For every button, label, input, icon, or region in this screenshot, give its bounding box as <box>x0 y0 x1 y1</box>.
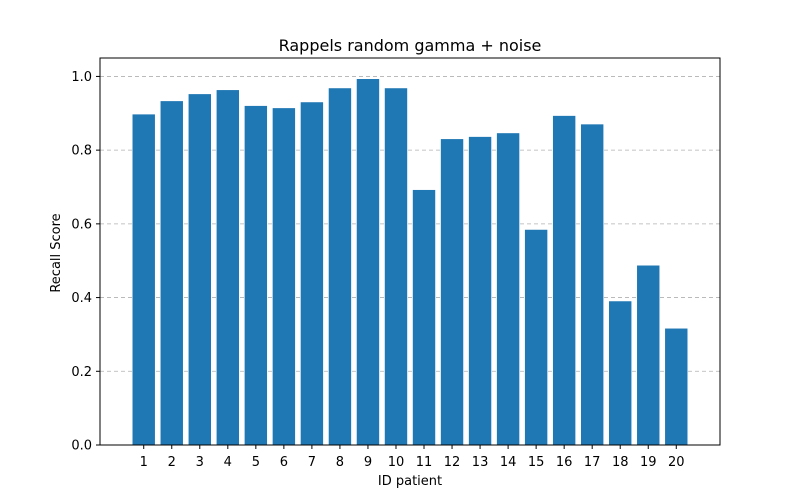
y-tick-label: 0.4 <box>71 291 92 306</box>
bar-patient-4 <box>216 90 240 446</box>
x-tick-label: 19 <box>640 455 657 470</box>
x-tick-label: 6 <box>280 455 288 470</box>
bar-patient-19 <box>637 265 660 445</box>
y-tick-label: 1.0 <box>71 70 92 85</box>
bar-patient-7 <box>300 102 324 445</box>
x-tick-label: 18 <box>612 455 629 470</box>
bar-patient-5 <box>244 105 268 446</box>
bar-patient-1 <box>132 114 155 446</box>
bar-patient-9 <box>356 79 380 445</box>
y-tick-label: 0.6 <box>71 217 92 232</box>
bar-patient-11 <box>412 189 436 445</box>
y-tick-label: 0.8 <box>71 144 92 159</box>
x-tick-label: 17 <box>584 455 601 470</box>
bar-patient-15 <box>524 229 548 445</box>
x-tick-label: 7 <box>308 455 316 470</box>
plot-frame <box>99 57 721 446</box>
x-tick-label: 5 <box>252 455 260 470</box>
x-tick-label: 12 <box>444 455 461 470</box>
bar-patient-14 <box>496 133 520 445</box>
bar-patient-20 <box>665 328 688 445</box>
bar-patient-2 <box>160 101 183 445</box>
bar-patient-6 <box>272 108 296 445</box>
x-tick-label: 15 <box>528 455 545 470</box>
x-tick-label: 1 <box>140 455 148 470</box>
x-tick-label: 8 <box>336 455 344 470</box>
x-tick-label: 9 <box>364 455 372 470</box>
x-tick-label: 13 <box>472 455 489 470</box>
x-tick-label: 11 <box>416 455 433 470</box>
bar-patient-10 <box>384 88 408 446</box>
y-axis: 0.0 0.2 0.4 0.6 0.8 1.0 <box>71 70 100 454</box>
bar-patient-18 <box>609 301 632 445</box>
y-gridlines <box>100 76 720 372</box>
bar-patient-17 <box>580 124 604 445</box>
x-tick-label: 10 <box>388 455 405 470</box>
bar-patient-16 <box>552 115 576 445</box>
bar-patient-12 <box>440 139 464 446</box>
x-tick-label: 2 <box>168 455 176 470</box>
bars <box>132 79 688 446</box>
chart-title: Rappels random gamma + noise <box>279 36 542 55</box>
bar-patient-13 <box>468 136 492 446</box>
x-axis: 1 2 3 4 5 6 7 8 9 10 11 12 13 14 15 16 17 18 19 20 <box>140 445 685 470</box>
bar-patient-8 <box>328 88 352 446</box>
y-tick-label: 0.0 <box>71 439 92 454</box>
x-tick-label: 4 <box>224 455 232 470</box>
y-axis-label: Recall Score <box>49 213 64 292</box>
x-tick-label: 14 <box>500 455 517 470</box>
x-tick-label: 3 <box>196 455 204 470</box>
x-tick-label: 20 <box>668 455 685 470</box>
x-axis-label: ID patient <box>378 474 442 489</box>
bar-patient-3 <box>188 94 211 446</box>
x-tick-label: 16 <box>556 455 573 470</box>
y-tick-label: 0.2 <box>71 365 92 380</box>
